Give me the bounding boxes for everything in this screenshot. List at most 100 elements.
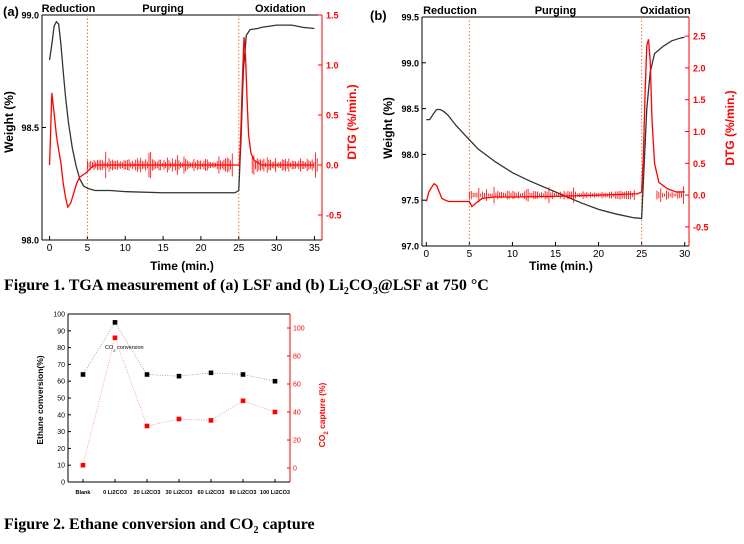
y-tick-label: 98.0 (21, 236, 39, 246)
x-tick-label: 15 (550, 249, 562, 260)
x-tick-label: 25 (233, 243, 245, 254)
y2-tick-label: 0.0 (693, 191, 706, 201)
x-tick-label: 15 (158, 243, 170, 254)
y-tick-label: 0 (61, 480, 65, 487)
tga-chart-b: (b) Reduction Purging Oxidation 0 5 10 15 20 25… (370, 5, 737, 273)
y-tick-label: 99.0 (21, 11, 39, 21)
y2-tick-label: 60 (293, 382, 301, 389)
y2-tick-label: -0.5 (326, 211, 342, 221)
x-tick-label: 20 (593, 249, 605, 260)
figure2-caption: Figure 2. Ethane conversion and CO2 capt… (4, 516, 315, 537)
y-tick-label: 30 (57, 429, 65, 436)
phase-label: Reduction (42, 3, 96, 15)
y-tick-label: 20 (57, 446, 65, 453)
x-tick-label: 0 Li2CO3 (103, 490, 127, 496)
co2-capture-point (112, 335, 118, 341)
phase-label: Oxidation (255, 3, 306, 15)
y-tick-label: 60 (57, 379, 65, 386)
co2-capture-point (176, 416, 182, 422)
x-axis-label-a: Time (min.) (150, 259, 214, 273)
y-tick-label: 100 (53, 312, 65, 319)
x-tick-label: 5 (85, 243, 91, 254)
ethane-conversion-point (272, 378, 278, 384)
y2-tick-label: 0.0 (326, 161, 339, 171)
x-tick-label: 20 Li2CO3 (134, 490, 161, 496)
x-tick-label: 30 Li2CO3 (166, 490, 193, 496)
y2-tick-label: 40 (293, 410, 301, 417)
co2-capture-point (144, 423, 150, 429)
x-tick-label: Blank (76, 490, 92, 496)
y-tick-label: 50 (57, 396, 65, 403)
y-tick-label: 70 (57, 362, 65, 369)
y-tick-label: 99.5 (401, 13, 419, 23)
y-axis-label-a: Weight (%) (2, 91, 16, 153)
y2-tick-label: 2.0 (693, 63, 706, 73)
ethane-conversion-point (176, 373, 182, 379)
y-tick-label: 98.0 (401, 150, 419, 160)
y2-tick-label: 2.5 (693, 32, 706, 42)
panel-label-b: (b) (370, 8, 387, 23)
x-tick-label: 25 (636, 249, 648, 260)
y2-tick-label: -0.5 (693, 222, 709, 232)
x-tick-label: 5 (467, 249, 473, 260)
y-tick-label: 80 (57, 345, 65, 352)
x-tick-label: 30 (679, 249, 691, 260)
x-tick-label: 10 (507, 249, 519, 260)
y2-tick-label: 1.0 (693, 127, 706, 137)
y-tick-label: 90 (57, 328, 65, 335)
x-tick-label: 100 Li2CO3 (260, 490, 290, 496)
y-tick-label: 98.5 (21, 123, 39, 133)
ethane-conversion-point (144, 372, 150, 377)
y-tick-label: 40 (57, 412, 65, 419)
x-tick-label: 60 Li2CO3 (198, 490, 225, 496)
y2-tick-label: 0.5 (326, 111, 339, 121)
co2-capture-point (208, 418, 214, 423)
y2-tick-label: 0.5 (693, 159, 706, 169)
tga-chart-a: (a) Reduction Purging Oxidation 0 5 10 15 20 25… (2, 3, 359, 273)
ethane-conversion-point (80, 372, 86, 377)
weight-curve (48, 20, 315, 194)
phase-label: Reduction (423, 5, 477, 17)
x-tick-label: 80 Li2CO3 (230, 490, 257, 496)
phase-label: Oxidation (640, 5, 691, 17)
y2-axis-label-a: DTG (%/min.) (345, 84, 359, 159)
y-tick-label: 10 (57, 463, 65, 470)
co2-capture-y2-axis-label: CO2 capture (%) (317, 382, 330, 447)
x-tick-label: 20 (195, 243, 207, 254)
y2-tick-label: 100 (293, 326, 305, 333)
x-tick-label: 10 (120, 243, 132, 254)
phase-label: Purging (535, 5, 577, 17)
y-tick-label: 99.0 (401, 58, 419, 68)
ethane-y-axis-label: Ethane conversion(%) (35, 355, 45, 444)
y2-axis-label-b: DTG (%/min.) (723, 90, 737, 165)
y2-tick-label: 80 (293, 354, 301, 361)
y2-tick-label: 1.0 (326, 61, 339, 71)
co2-capture-point (80, 462, 86, 468)
co2-capture-point (240, 398, 246, 404)
y2-tick-label: 1.5 (326, 11, 339, 21)
y-tick-label: 98.5 (401, 104, 419, 114)
y2-tick-label: 1.5 (693, 95, 706, 105)
figure1-caption: Figure 1. TGA measurement of (a) LSF and… (4, 277, 489, 298)
ethane-chart: 0 10 20 30 40 50 60 70 80 90 100 0 20 40 60 80 100 Blank 0… (35, 312, 330, 497)
panel-label-a: (a) (3, 4, 19, 19)
x-tick-label: 35 (309, 243, 321, 254)
y-tick-label: 97.0 (401, 242, 419, 252)
y2-tick-label: 0 (293, 466, 297, 473)
co2-capture-point (272, 409, 278, 415)
ethane-conversion-point (240, 372, 246, 377)
dtg-noise (87, 151, 318, 179)
x-tick-label: 0 (424, 249, 430, 260)
ethane-conversion-point (208, 370, 214, 376)
y2-tick-label: 20 (293, 438, 301, 445)
ethane-conversion-line (82, 321, 276, 382)
x-axis-label-b: Time (min.) (529, 259, 593, 273)
ethane-conversion-point (112, 320, 118, 325)
co2-capture-line (82, 336, 276, 466)
y-axis-label-b: Weight (%) (381, 97, 395, 159)
co2-conversion-annotation: CO2 conversion (105, 345, 144, 353)
y-tick-label: 97.5 (401, 196, 419, 206)
phase-label: Purging (142, 3, 184, 15)
dtg-noise (468, 186, 684, 204)
x-tick-label: 0 (47, 243, 53, 254)
